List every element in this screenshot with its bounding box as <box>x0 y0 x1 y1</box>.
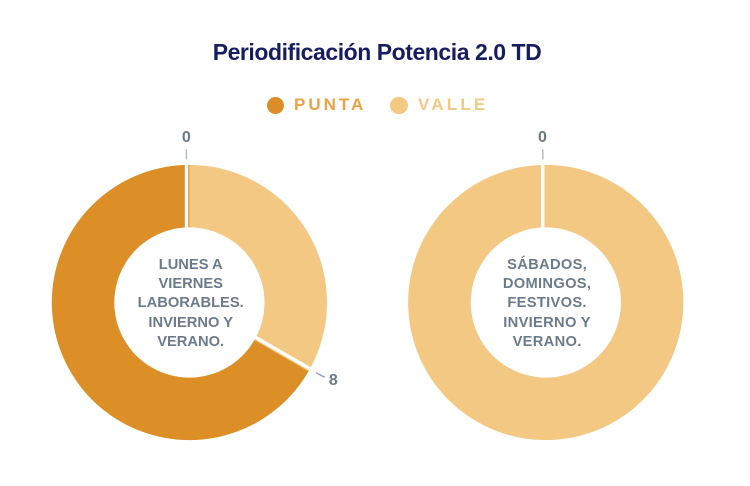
svg-text:0: 0 <box>538 129 547 146</box>
svg-text:8: 8 <box>329 372 338 389</box>
svg-text:0: 0 <box>182 129 191 146</box>
